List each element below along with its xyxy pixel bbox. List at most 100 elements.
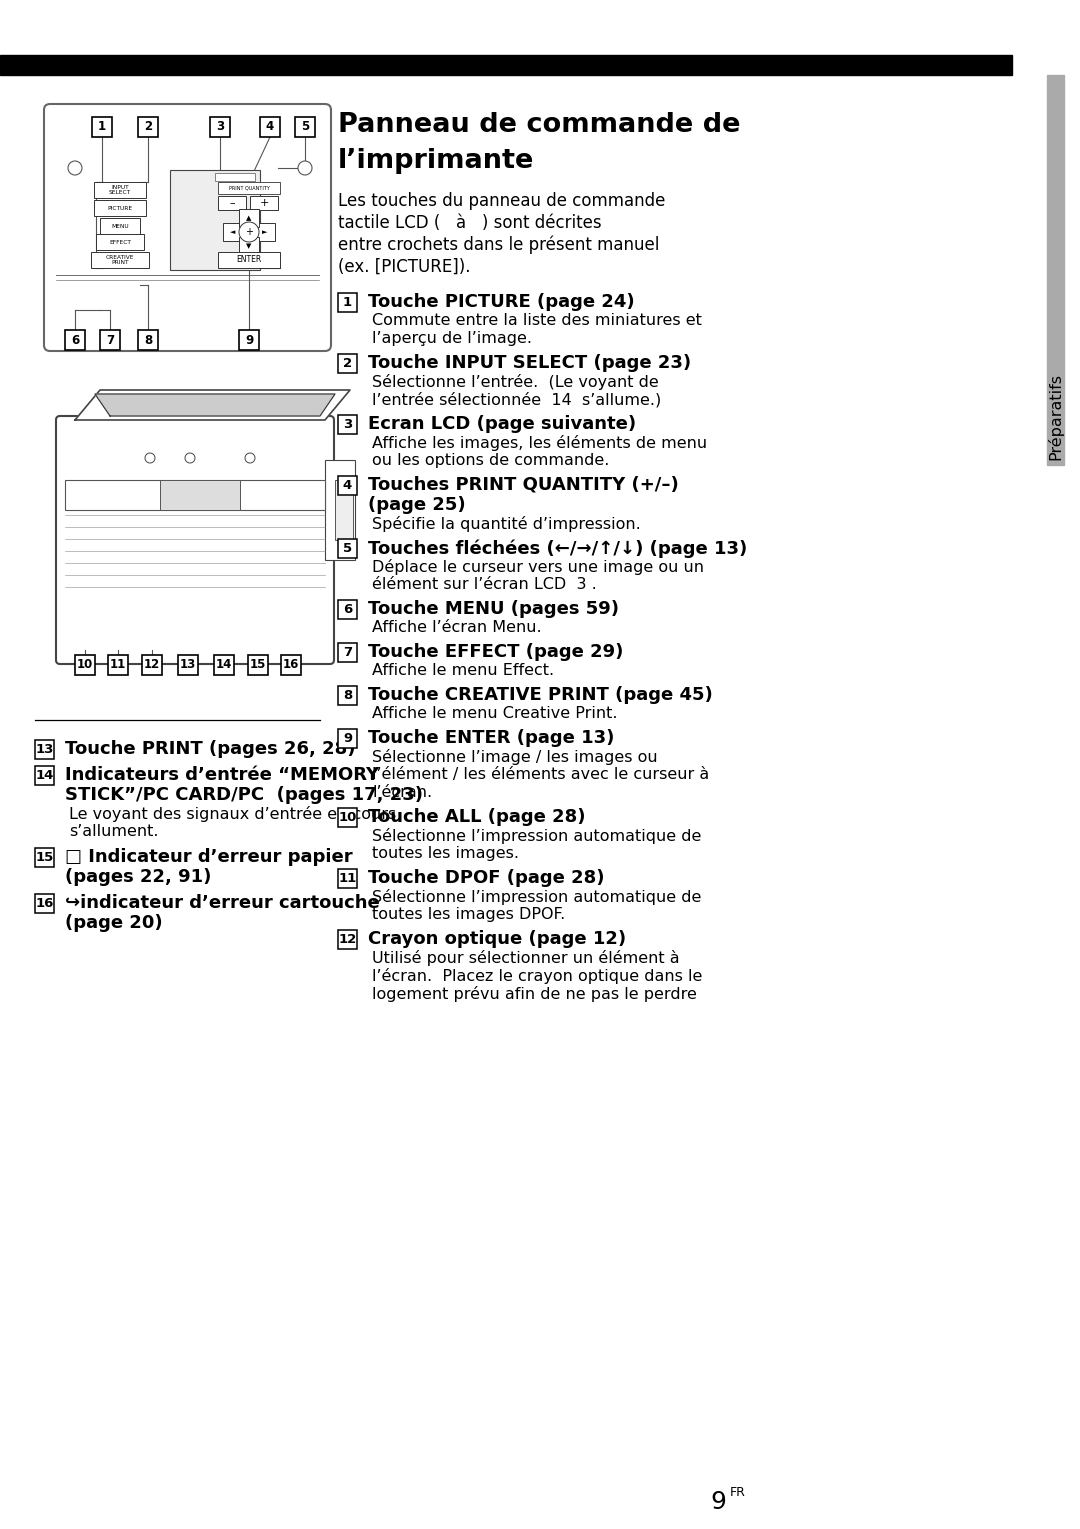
Bar — [338, 599, 357, 619]
Text: (ex. [PICTURE]).: (ex. [PICTURE]). — [338, 258, 471, 277]
Text: Affiche le menu Creative Print.: Affiche le menu Creative Print. — [372, 706, 618, 722]
Text: 11: 11 — [110, 659, 126, 671]
Text: ◄: ◄ — [230, 229, 235, 235]
Bar — [255, 223, 275, 242]
Bar — [260, 118, 280, 138]
Text: l’aperçu de l’image.: l’aperçu de l’image. — [372, 330, 532, 346]
Text: 6: 6 — [342, 602, 352, 616]
FancyBboxPatch shape — [56, 416, 334, 664]
Text: Touches fléchées (←/→/↑/↓) (page 13): Touches fléchées (←/→/↑/↓) (page 13) — [368, 540, 747, 558]
Bar — [65, 480, 325, 511]
Circle shape — [245, 453, 255, 463]
Text: Touche PRINT (pages 26, 28): Touche PRINT (pages 26, 28) — [65, 740, 355, 758]
Bar — [96, 234, 144, 251]
Text: PICTURE: PICTURE — [107, 205, 133, 211]
Bar — [325, 460, 355, 560]
Bar — [94, 200, 146, 216]
Text: Sélectionne l’image / les images ou: Sélectionne l’image / les images ou — [372, 749, 658, 764]
Text: 7: 7 — [343, 645, 352, 659]
Text: Affiche le menu Effect.: Affiche le menu Effect. — [372, 664, 554, 677]
Text: Déplace le curseur vers une image ou un: Déplace le curseur vers une image ou un — [372, 560, 704, 575]
Bar — [35, 740, 54, 758]
Text: +: + — [245, 226, 253, 237]
Bar — [335, 480, 353, 540]
Text: Touche ALL (page 28): Touche ALL (page 28) — [368, 807, 585, 826]
Text: élément sur l’écran LCD  3 .: élément sur l’écran LCD 3 . — [372, 576, 597, 592]
Text: Sélectionne l’entrée.  (Le voyant de: Sélectionne l’entrée. (Le voyant de — [372, 375, 659, 390]
Text: l’écran.  Placez le crayon optique dans le: l’écran. Placez le crayon optique dans l… — [372, 968, 702, 985]
Text: (page 20): (page 20) — [65, 914, 163, 933]
Text: (page 25): (page 25) — [368, 495, 465, 514]
Bar — [239, 237, 259, 255]
Text: 9: 9 — [245, 333, 253, 347]
Bar — [338, 729, 357, 748]
Bar — [1047, 75, 1064, 465]
Text: 12: 12 — [144, 659, 160, 671]
Text: Préparatifs: Préparatifs — [1047, 373, 1063, 460]
Bar — [338, 476, 357, 495]
Bar — [94, 182, 146, 197]
Text: CREATIVE
PRINT: CREATIVE PRINT — [106, 255, 134, 265]
Bar — [218, 196, 246, 209]
Text: FR: FR — [730, 1486, 746, 1498]
Text: 16: 16 — [283, 659, 299, 671]
Text: Touche ENTER (page 13): Touche ENTER (page 13) — [368, 729, 615, 748]
Text: 10: 10 — [338, 810, 356, 824]
Bar — [281, 654, 301, 674]
Bar — [214, 654, 234, 674]
Text: Touche INPUT SELECT (page 23): Touche INPUT SELECT (page 23) — [368, 355, 691, 372]
Text: 13: 13 — [180, 659, 197, 671]
Bar — [108, 654, 129, 674]
Bar — [338, 687, 357, 705]
Text: toutes les images DPOF.: toutes les images DPOF. — [372, 907, 565, 922]
Bar — [218, 182, 280, 194]
Text: Touche EFFECT (page 29): Touche EFFECT (page 29) — [368, 644, 623, 661]
Bar — [239, 330, 259, 350]
Text: 8: 8 — [144, 333, 152, 347]
Text: toutes les images.: toutes les images. — [372, 846, 519, 861]
Circle shape — [145, 453, 156, 463]
Bar — [160, 480, 240, 511]
Text: STICK”/PC CARD/PC  (pages 17, 23): STICK”/PC CARD/PC (pages 17, 23) — [65, 786, 423, 804]
Bar — [0, 55, 1012, 75]
Text: INPUT
SELECT: INPUT SELECT — [109, 185, 131, 196]
Text: 10: 10 — [77, 659, 93, 671]
Bar — [338, 868, 357, 888]
Text: Utilisé pour sélectionner un élément à: Utilisé pour sélectionner un élément à — [372, 950, 679, 966]
Text: Touche DPOF (page 28): Touche DPOF (page 28) — [368, 868, 605, 887]
Text: +: + — [259, 197, 269, 208]
Bar — [239, 209, 259, 226]
Bar — [138, 118, 158, 138]
Text: Les touches du panneau de commande: Les touches du panneau de commande — [338, 193, 665, 209]
Bar — [92, 118, 112, 138]
Text: 9: 9 — [710, 1489, 726, 1514]
Text: 5: 5 — [343, 541, 352, 555]
Text: 4: 4 — [266, 121, 274, 133]
Bar — [100, 330, 120, 350]
FancyBboxPatch shape — [44, 104, 330, 352]
Text: 12: 12 — [338, 933, 356, 946]
Bar — [100, 219, 140, 234]
Text: Touche CREATIVE PRINT (page 45): Touche CREATIVE PRINT (page 45) — [368, 687, 713, 703]
Text: 15: 15 — [36, 852, 54, 864]
Text: 15: 15 — [249, 659, 266, 671]
Text: Indicateurs d’entrée “MEMORY: Indicateurs d’entrée “MEMORY — [65, 766, 379, 784]
Text: (pages 22, 91): (pages 22, 91) — [65, 868, 212, 885]
Text: 2: 2 — [343, 356, 352, 370]
Polygon shape — [75, 390, 350, 420]
Bar — [65, 330, 85, 350]
Bar — [215, 173, 255, 180]
Text: 5: 5 — [301, 121, 309, 133]
Circle shape — [185, 453, 195, 463]
Bar — [141, 654, 162, 674]
Text: s’allument.: s’allument. — [69, 824, 159, 839]
Text: PRINT QUANTITY: PRINT QUANTITY — [229, 185, 269, 191]
Text: 8: 8 — [342, 690, 352, 702]
Bar — [170, 170, 260, 271]
Text: 2: 2 — [144, 121, 152, 133]
Bar — [35, 849, 54, 867]
Text: □ Indicateur d’erreur papier: □ Indicateur d’erreur papier — [65, 849, 353, 865]
Bar — [91, 252, 149, 268]
Bar — [218, 252, 280, 268]
Text: l’entrée sélectionnée  14  s’allume.): l’entrée sélectionnée 14 s’allume.) — [372, 391, 661, 408]
